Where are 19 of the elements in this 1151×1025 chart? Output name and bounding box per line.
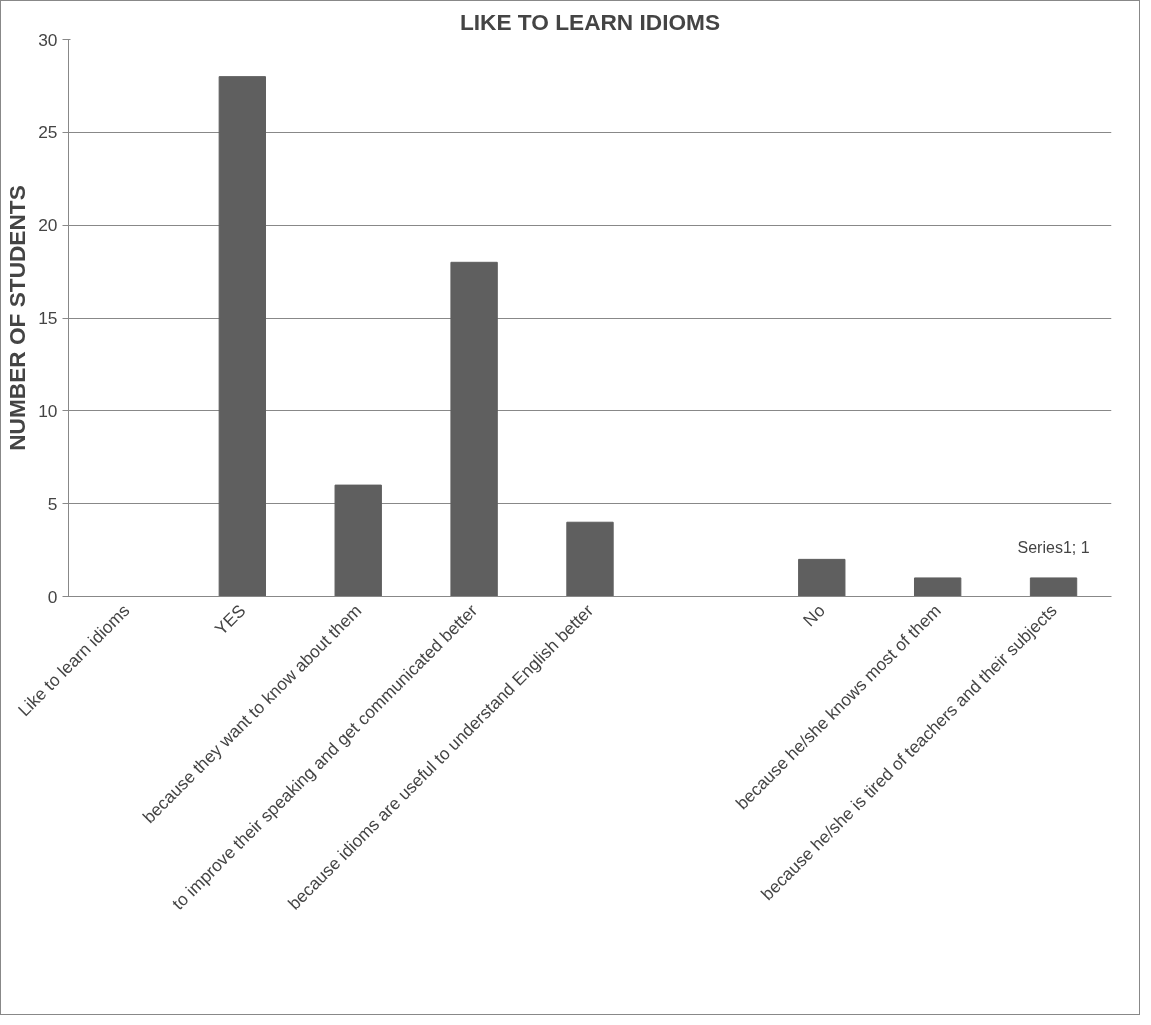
chart-title: LIKE TO LEARN IDIOMS — [459, 8, 721, 35]
bar — [1029, 577, 1078, 597]
bar — [798, 558, 846, 597]
bar — [566, 521, 614, 597]
y-tick-label: 10 — [38, 400, 58, 421]
annotation: Series1; 1 — [1017, 538, 1090, 556]
bar — [913, 577, 962, 597]
y-tick-label: 15 — [38, 308, 58, 328]
bar — [450, 261, 498, 597]
x-tick-label: No — [799, 600, 829, 631]
y-tick-label: 5 — [47, 493, 58, 514]
x-tick-label: YES — [210, 600, 250, 640]
y-tick-label: 25 — [38, 122, 58, 143]
y-axis-title: NUMBER OF STUDENTS — [4, 185, 31, 451]
bar — [218, 76, 267, 597]
y-tick-label: 20 — [38, 215, 58, 236]
bar — [334, 484, 382, 597]
y-tick-label: 0 — [47, 586, 58, 607]
y-tick-label: 30 — [38, 29, 58, 50]
